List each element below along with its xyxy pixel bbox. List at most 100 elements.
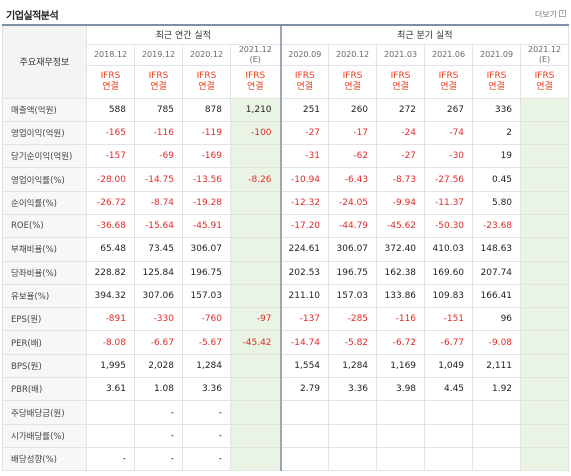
table-cell: -27 xyxy=(279,120,330,146)
table-cell: 162.38 xyxy=(376,260,426,285)
row-label: 시가배당률(%) xyxy=(2,423,87,448)
table-cell: -14.75 xyxy=(134,167,183,192)
table-cell xyxy=(86,423,135,448)
table-cell xyxy=(424,400,474,425)
table-cell: 2.79 xyxy=(279,377,330,402)
more-link[interactable]: 더보기 xyxy=(534,10,557,19)
table-cell: 1,210 xyxy=(229,97,282,122)
table-cell xyxy=(229,144,282,169)
period-head: 2021.12 (E) xyxy=(520,43,570,66)
table-cell: -62 xyxy=(328,144,378,169)
table-cell: 1,995 xyxy=(86,353,135,379)
table-cell: 251 xyxy=(279,97,330,122)
table-cell: 148.63 xyxy=(472,237,522,262)
table-cell xyxy=(229,260,282,285)
table-cell: -26.72 xyxy=(86,190,135,215)
table-cell xyxy=(376,423,426,448)
table-cell: -169 xyxy=(182,144,231,169)
table-cell: -45.62 xyxy=(376,213,426,239)
row-label: PBR(배) xyxy=(2,377,87,402)
table-cell: -15.64 xyxy=(134,213,183,239)
table-cell: 169.60 xyxy=(424,260,474,285)
row-label: 유보율(%) xyxy=(2,283,87,309)
table-cell: - xyxy=(182,423,231,448)
accounting-standard: IFRS 연결 xyxy=(472,64,522,99)
table-cell: -6.43 xyxy=(328,167,378,192)
table-cell xyxy=(520,400,570,425)
table-cell xyxy=(520,167,570,192)
table-cell: - xyxy=(134,446,183,472)
table-cell: 157.03 xyxy=(182,283,231,309)
table-cell: -9.94 xyxy=(376,190,426,215)
table-cell xyxy=(229,213,282,239)
table-cell xyxy=(229,283,282,309)
table-row: 유보율(%) 394.32 307.06 157.03 211.10 157.03 133.… xyxy=(2,283,570,309)
table-cell xyxy=(520,377,570,402)
table-cell: -330 xyxy=(134,307,183,332)
table-cell: 3.98 xyxy=(376,377,426,402)
table-cell: -74 xyxy=(424,120,474,146)
table-cell: -8.26 xyxy=(229,167,282,192)
row-label: ROE(%) xyxy=(2,213,87,239)
table-cell: - xyxy=(134,423,183,448)
period-head: 2020.12 xyxy=(328,43,378,66)
table-cell: 878 xyxy=(182,97,231,122)
accounting-standard: IFRS 연결 xyxy=(520,64,570,99)
table-cell: 588 xyxy=(86,97,135,122)
table-cell: -17 xyxy=(328,120,378,146)
row-label: 당좌비율(%) xyxy=(2,260,87,285)
table-cell: -6.77 xyxy=(424,330,474,355)
table-cell: -45.42 xyxy=(229,330,282,355)
table-cell: 306.07 xyxy=(182,237,231,262)
table-cell: -28.00 xyxy=(86,167,135,192)
table-cell: 5.80 xyxy=(472,190,522,215)
table-cell: -17.20 xyxy=(279,213,330,239)
table-cell: -6.67 xyxy=(134,330,183,355)
row-label: 매출액(억원) xyxy=(2,97,87,122)
table-cell: 19 xyxy=(472,144,522,169)
table-row: 영업이익(억원) -165 -116 -119 -100 -27 -17 -24 -74 2 xyxy=(2,120,570,146)
table-cell: -69 xyxy=(134,144,183,169)
row-label: 순이익률(%) xyxy=(2,190,87,215)
table-cell: - xyxy=(182,400,231,425)
table-row: 당좌비율(%) 228.82 125.84 196.75 202.53 196.75 162… xyxy=(2,260,570,285)
table-cell xyxy=(520,190,570,215)
table-cell xyxy=(472,400,522,425)
accounting-standard: IFRS 연결 xyxy=(376,64,426,99)
table-cell: -97 xyxy=(229,307,282,332)
table-cell xyxy=(376,446,426,472)
table-cell xyxy=(328,400,378,425)
table-cell: 1,169 xyxy=(376,353,426,379)
table-cell xyxy=(328,446,378,472)
table-cell: -8.74 xyxy=(134,190,183,215)
row-label: PER(배) xyxy=(2,330,87,355)
table-row: 부채비율(%) 65.48 73.45 306.07 224.61 306.07 372.4… xyxy=(2,237,570,262)
table-cell xyxy=(520,423,570,448)
financial-table: 주요재무정보 최근 연간 실적 최근 분기 실적 2018.12 2019.12 2… xyxy=(2,24,570,472)
table-cell: 228.82 xyxy=(86,260,135,285)
table-cell: 306.07 xyxy=(328,237,378,262)
table-row: 배당성향(%) - - - xyxy=(2,446,570,472)
table-cell: -891 xyxy=(86,307,135,332)
table-cell xyxy=(229,446,282,472)
table-cell xyxy=(520,213,570,239)
section-title: 기업실적분석 xyxy=(6,11,59,22)
table-cell: -116 xyxy=(134,120,183,146)
table-cell xyxy=(279,423,330,448)
table-cell: -27.56 xyxy=(424,167,474,192)
table-cell: 125.84 xyxy=(134,260,183,285)
table-cell: 211.10 xyxy=(279,283,330,309)
more-arrow-icon[interactable]: › xyxy=(559,10,566,17)
accounting-standard: IFRS 연결 xyxy=(328,64,378,99)
table-cell xyxy=(472,423,522,448)
table-cell: 2,028 xyxy=(134,353,183,379)
accounting-standard: IFRS 연결 xyxy=(134,64,183,99)
period-head: 2021.06 xyxy=(424,43,474,66)
table-cell: -10.94 xyxy=(279,167,330,192)
table-cell: -285 xyxy=(328,307,378,332)
table-cell: 260 xyxy=(328,97,378,122)
table-cell: 3.36 xyxy=(328,377,378,402)
table-cell: -137 xyxy=(279,307,330,332)
table-cell: 1.08 xyxy=(134,377,183,402)
table-cell xyxy=(520,97,570,122)
